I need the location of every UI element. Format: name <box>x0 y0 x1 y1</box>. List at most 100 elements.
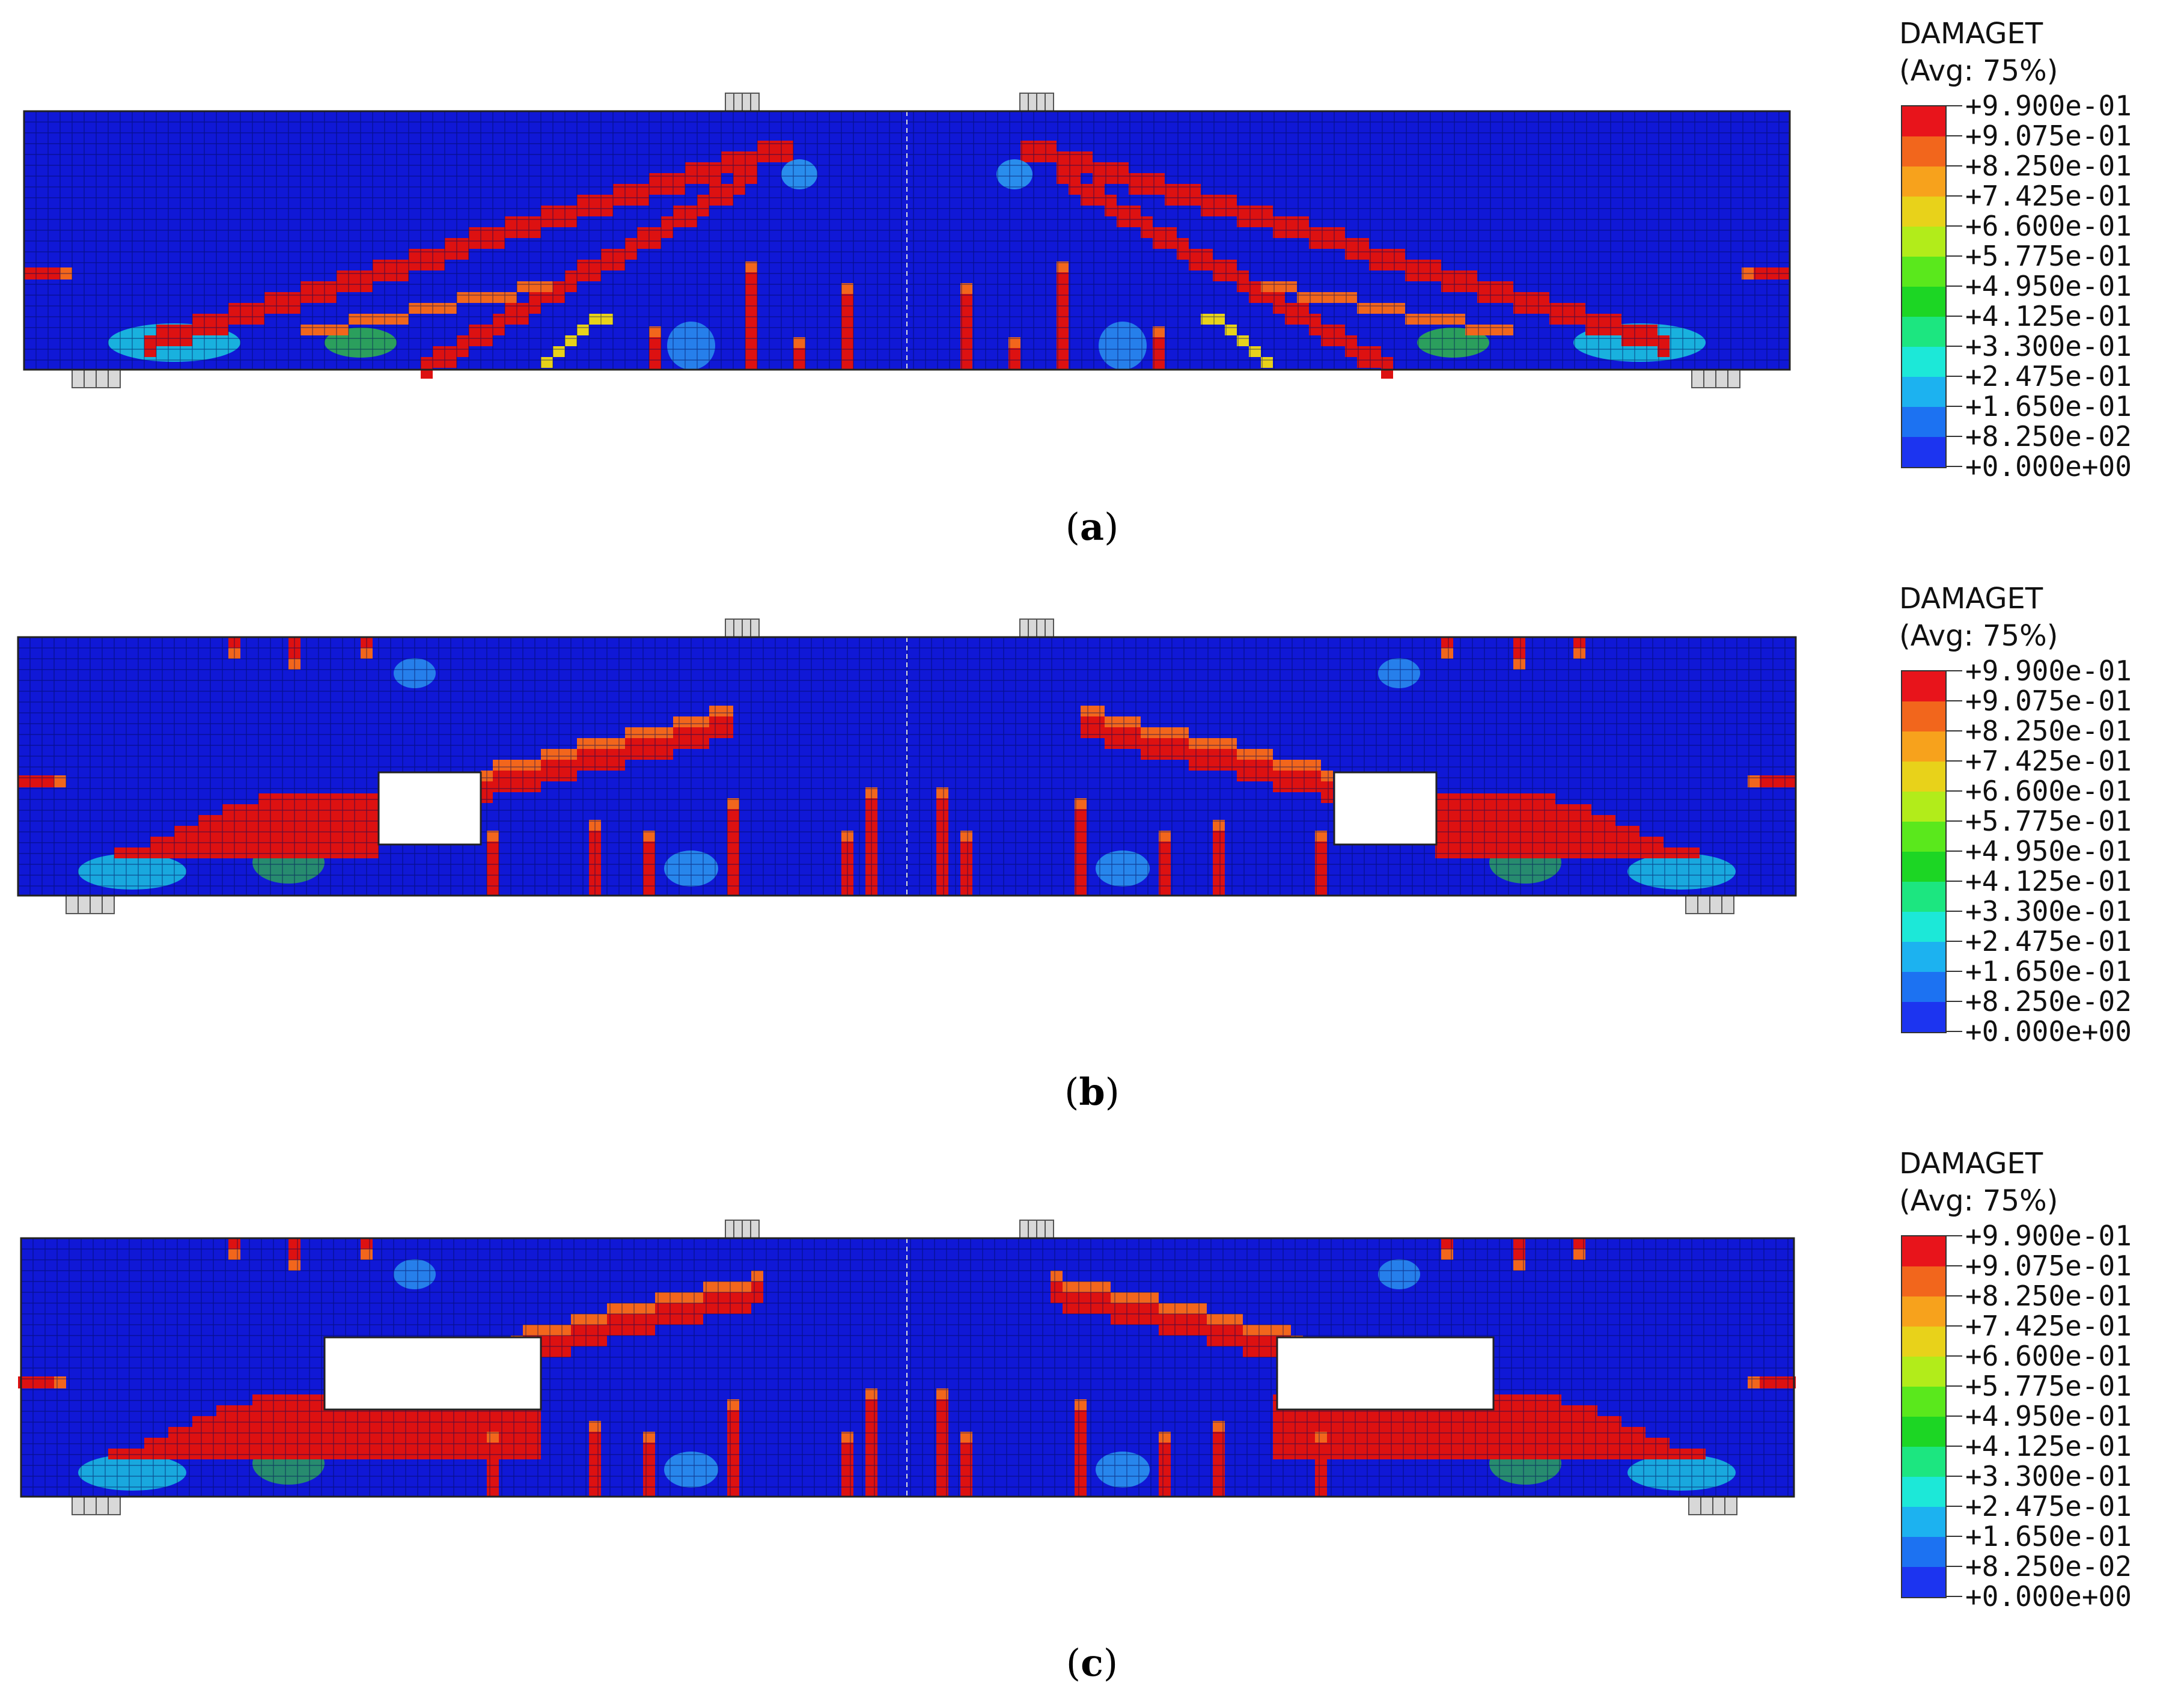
damage-element <box>1513 1449 1525 1459</box>
legend-tick <box>1945 1596 1962 1597</box>
damage-element <box>1615 837 1627 847</box>
damage-halo <box>781 159 817 189</box>
damage-element <box>1309 781 1321 792</box>
damage-element <box>1525 1427 1537 1438</box>
damage-element <box>198 826 210 837</box>
damage-element <box>1597 1416 1609 1427</box>
legend-level-label: +6.600e-01 <box>1965 1340 2132 1372</box>
damage-element <box>325 292 337 303</box>
damage-element <box>960 885 972 896</box>
damage-element <box>697 195 709 206</box>
damage-element <box>865 1388 877 1399</box>
damage-element <box>313 1405 325 1416</box>
damage-element <box>727 809 739 820</box>
damage-element <box>168 1438 180 1449</box>
damage-element <box>1159 1475 1171 1486</box>
web-opening <box>323 1336 542 1411</box>
damage-element <box>1141 184 1153 195</box>
damage-element <box>1201 314 1213 325</box>
damage-element <box>960 305 972 316</box>
damage-element <box>1057 151 1069 162</box>
damage-element <box>252 1394 264 1405</box>
damage-element <box>637 195 649 206</box>
damage-element <box>1748 1376 1760 1388</box>
damage-element <box>349 270 361 281</box>
damage-element <box>385 1438 397 1449</box>
damage-element <box>367 804 379 815</box>
damage-element <box>325 325 337 335</box>
damage-element <box>1621 1449 1633 1459</box>
damage-element <box>276 303 288 314</box>
damage-element <box>745 305 757 316</box>
damage-element <box>1633 1449 1646 1459</box>
damage-element <box>1609 1438 1621 1449</box>
damage-element <box>960 863 972 874</box>
damage-element <box>1213 260 1225 270</box>
damage-element <box>228 1405 240 1416</box>
damage-element <box>1171 1303 1183 1314</box>
damage-element <box>349 1427 361 1438</box>
damage-element <box>661 184 673 195</box>
damage-element <box>1471 837 1483 847</box>
damage-element <box>1453 1438 1465 1449</box>
damage-element <box>481 227 493 238</box>
damage-element <box>1609 314 1621 325</box>
damage-element <box>577 325 589 335</box>
damage-element <box>343 826 355 837</box>
damage-element <box>1237 749 1249 760</box>
damage-element <box>936 1464 948 1475</box>
damage-element <box>691 1303 703 1314</box>
damage-element <box>325 1449 337 1459</box>
damage-element <box>1225 738 1237 749</box>
damage-element <box>1537 1438 1549 1449</box>
damage-element <box>397 314 409 325</box>
damage-element <box>1075 1443 1087 1453</box>
damage-element <box>1513 1249 1525 1260</box>
damage-element <box>960 1475 972 1486</box>
damage-element <box>144 346 156 357</box>
damage-element <box>487 885 499 896</box>
legend-tick <box>1945 255 1962 257</box>
damage-element <box>216 1416 228 1427</box>
damage-element <box>1297 303 1309 314</box>
damage-element <box>1603 815 1615 826</box>
legend-level-label: +9.900e-01 <box>1965 1220 2132 1252</box>
damage-element <box>727 1303 739 1314</box>
damage-element <box>1201 760 1213 771</box>
damage-element <box>1189 738 1201 749</box>
legend-level-label: +9.075e-01 <box>1965 1250 2132 1282</box>
damage-element <box>156 335 168 346</box>
damage-element <box>1177 249 1189 260</box>
damage-element <box>222 815 234 826</box>
damage-element <box>385 1416 397 1427</box>
damage-element <box>325 1438 337 1449</box>
legend-swatch <box>1902 287 1945 317</box>
damage-element <box>1309 771 1321 781</box>
damage-element <box>319 847 331 858</box>
damage-element <box>1585 1449 1597 1459</box>
legend-level-label: +4.950e-01 <box>1965 835 2132 867</box>
damage-element <box>936 831 948 841</box>
damage-element <box>565 335 577 346</box>
damage-element <box>1573 1416 1585 1427</box>
damage-element <box>1087 1303 1099 1314</box>
damage-element <box>457 1427 469 1438</box>
damage-element <box>625 249 637 260</box>
damage-element <box>445 249 457 260</box>
damage-element <box>1075 1486 1087 1497</box>
damage-element <box>331 793 343 804</box>
damage-element <box>1297 781 1309 792</box>
damage-element <box>1561 1416 1573 1427</box>
damage-element <box>469 292 481 303</box>
damage-element <box>505 1416 517 1427</box>
damage-element <box>1525 1449 1537 1459</box>
damage-element <box>529 1438 541 1449</box>
damage-element <box>1081 706 1093 716</box>
damage-element <box>1159 863 1171 874</box>
damage-element <box>1147 1303 1159 1314</box>
damage-element <box>1075 874 1087 885</box>
damage-element <box>1441 1438 1453 1449</box>
damage-element <box>1153 348 1165 359</box>
damage-element <box>282 847 294 858</box>
damage-element <box>643 1314 655 1325</box>
